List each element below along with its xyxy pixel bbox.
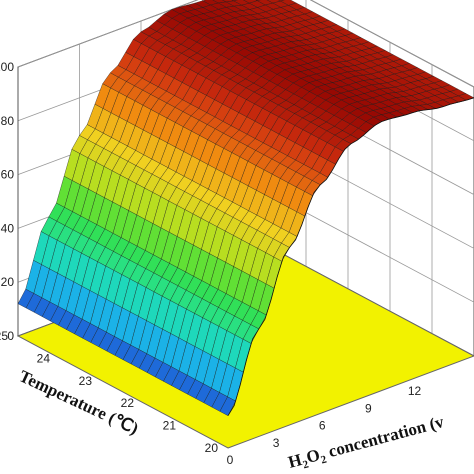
surface-front-edge [227, 97, 474, 416]
z-tick-label: 0 [7, 329, 14, 343]
z-tick-label: 100 [0, 60, 14, 74]
z-gridline [17, 0, 474, 88]
response-surface [17, 0, 474, 416]
x-tick-label: 3 [273, 436, 280, 450]
x-tick-label: 9 [365, 401, 372, 415]
y-tick-label: 24 [37, 351, 51, 365]
y-tick-label: 23 [79, 374, 93, 388]
x-title-prefix: H [286, 450, 304, 472]
x-title-sub2: 2 [320, 453, 329, 466]
x-axis-ticks: 0 3 6 9 12 [227, 384, 422, 467]
y-tick-label: 22 [121, 396, 135, 410]
x-title-sub1: 2 [301, 458, 310, 471]
y-tick-label: 25 [0, 329, 8, 343]
z-tick-label: 40 [1, 221, 15, 235]
x-title-suffix: concentration (v [322, 412, 446, 462]
z-tick-label: 20 [1, 275, 15, 289]
x-title-mid: O [304, 445, 322, 467]
y-tick-label: 20 [205, 441, 219, 455]
z-tick-label: 80 [1, 114, 15, 128]
x-tick-label: 0 [227, 453, 234, 467]
y-tick-label: 21 [163, 419, 177, 433]
surface-patch [219, 396, 236, 416]
z-axis-ticks: 0 20 40 60 80 100 [0, 60, 14, 343]
y-axis-ticks: 20 21 22 23 24 25 [0, 329, 218, 455]
x-tick-label: 12 [408, 384, 422, 398]
x-axis-title: H2O2 concentration (v [286, 412, 447, 474]
x-tick-label: 6 [319, 419, 326, 433]
z-tick-label: 60 [1, 168, 15, 182]
